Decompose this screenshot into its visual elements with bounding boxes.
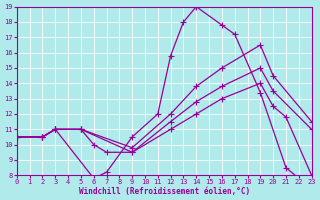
X-axis label: Windchill (Refroidissement éolien,°C): Windchill (Refroidissement éolien,°C) xyxy=(79,187,250,196)
